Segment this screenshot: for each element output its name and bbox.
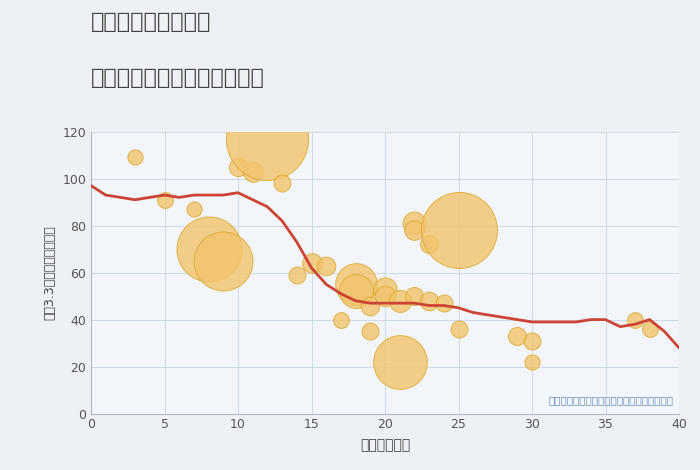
Point bbox=[218, 257, 229, 265]
Point bbox=[365, 328, 376, 335]
Point bbox=[526, 337, 538, 345]
Text: 奈良県橿原市雲梯町: 奈良県橿原市雲梯町 bbox=[91, 12, 211, 32]
Point bbox=[159, 196, 170, 204]
Point bbox=[409, 227, 420, 234]
Point bbox=[247, 168, 258, 175]
Point bbox=[188, 205, 199, 213]
Point bbox=[365, 302, 376, 309]
Point bbox=[335, 316, 346, 323]
Point bbox=[203, 245, 214, 253]
Point bbox=[453, 227, 464, 234]
Text: 円の大きさは、取引のあった物件面積を示す: 円の大きさは、取引のあった物件面積を示す bbox=[548, 395, 673, 405]
Point bbox=[394, 297, 405, 305]
Point bbox=[130, 154, 141, 161]
Point bbox=[409, 292, 420, 300]
Point bbox=[276, 180, 288, 187]
Point bbox=[291, 271, 302, 279]
Point bbox=[629, 316, 641, 323]
Point bbox=[321, 262, 332, 269]
Point bbox=[306, 259, 317, 267]
Y-axis label: 坪（3.3㎡）単価（万円）: 坪（3.3㎡）単価（万円） bbox=[43, 225, 57, 320]
Point bbox=[394, 358, 405, 366]
Text: 築年数別中古マンション価格: 築年数別中古マンション価格 bbox=[91, 68, 265, 88]
Point bbox=[424, 297, 435, 305]
Point bbox=[379, 292, 391, 300]
Point bbox=[424, 241, 435, 248]
Point bbox=[262, 135, 273, 142]
Point bbox=[232, 163, 244, 171]
Point bbox=[409, 219, 420, 227]
Point bbox=[379, 285, 391, 293]
Point bbox=[438, 299, 449, 307]
Point bbox=[453, 325, 464, 333]
Point bbox=[512, 332, 523, 340]
X-axis label: 築年数（年）: 築年数（年） bbox=[360, 439, 410, 453]
Point bbox=[350, 288, 361, 295]
Point bbox=[350, 281, 361, 288]
Point bbox=[644, 325, 655, 333]
Point bbox=[526, 358, 538, 366]
